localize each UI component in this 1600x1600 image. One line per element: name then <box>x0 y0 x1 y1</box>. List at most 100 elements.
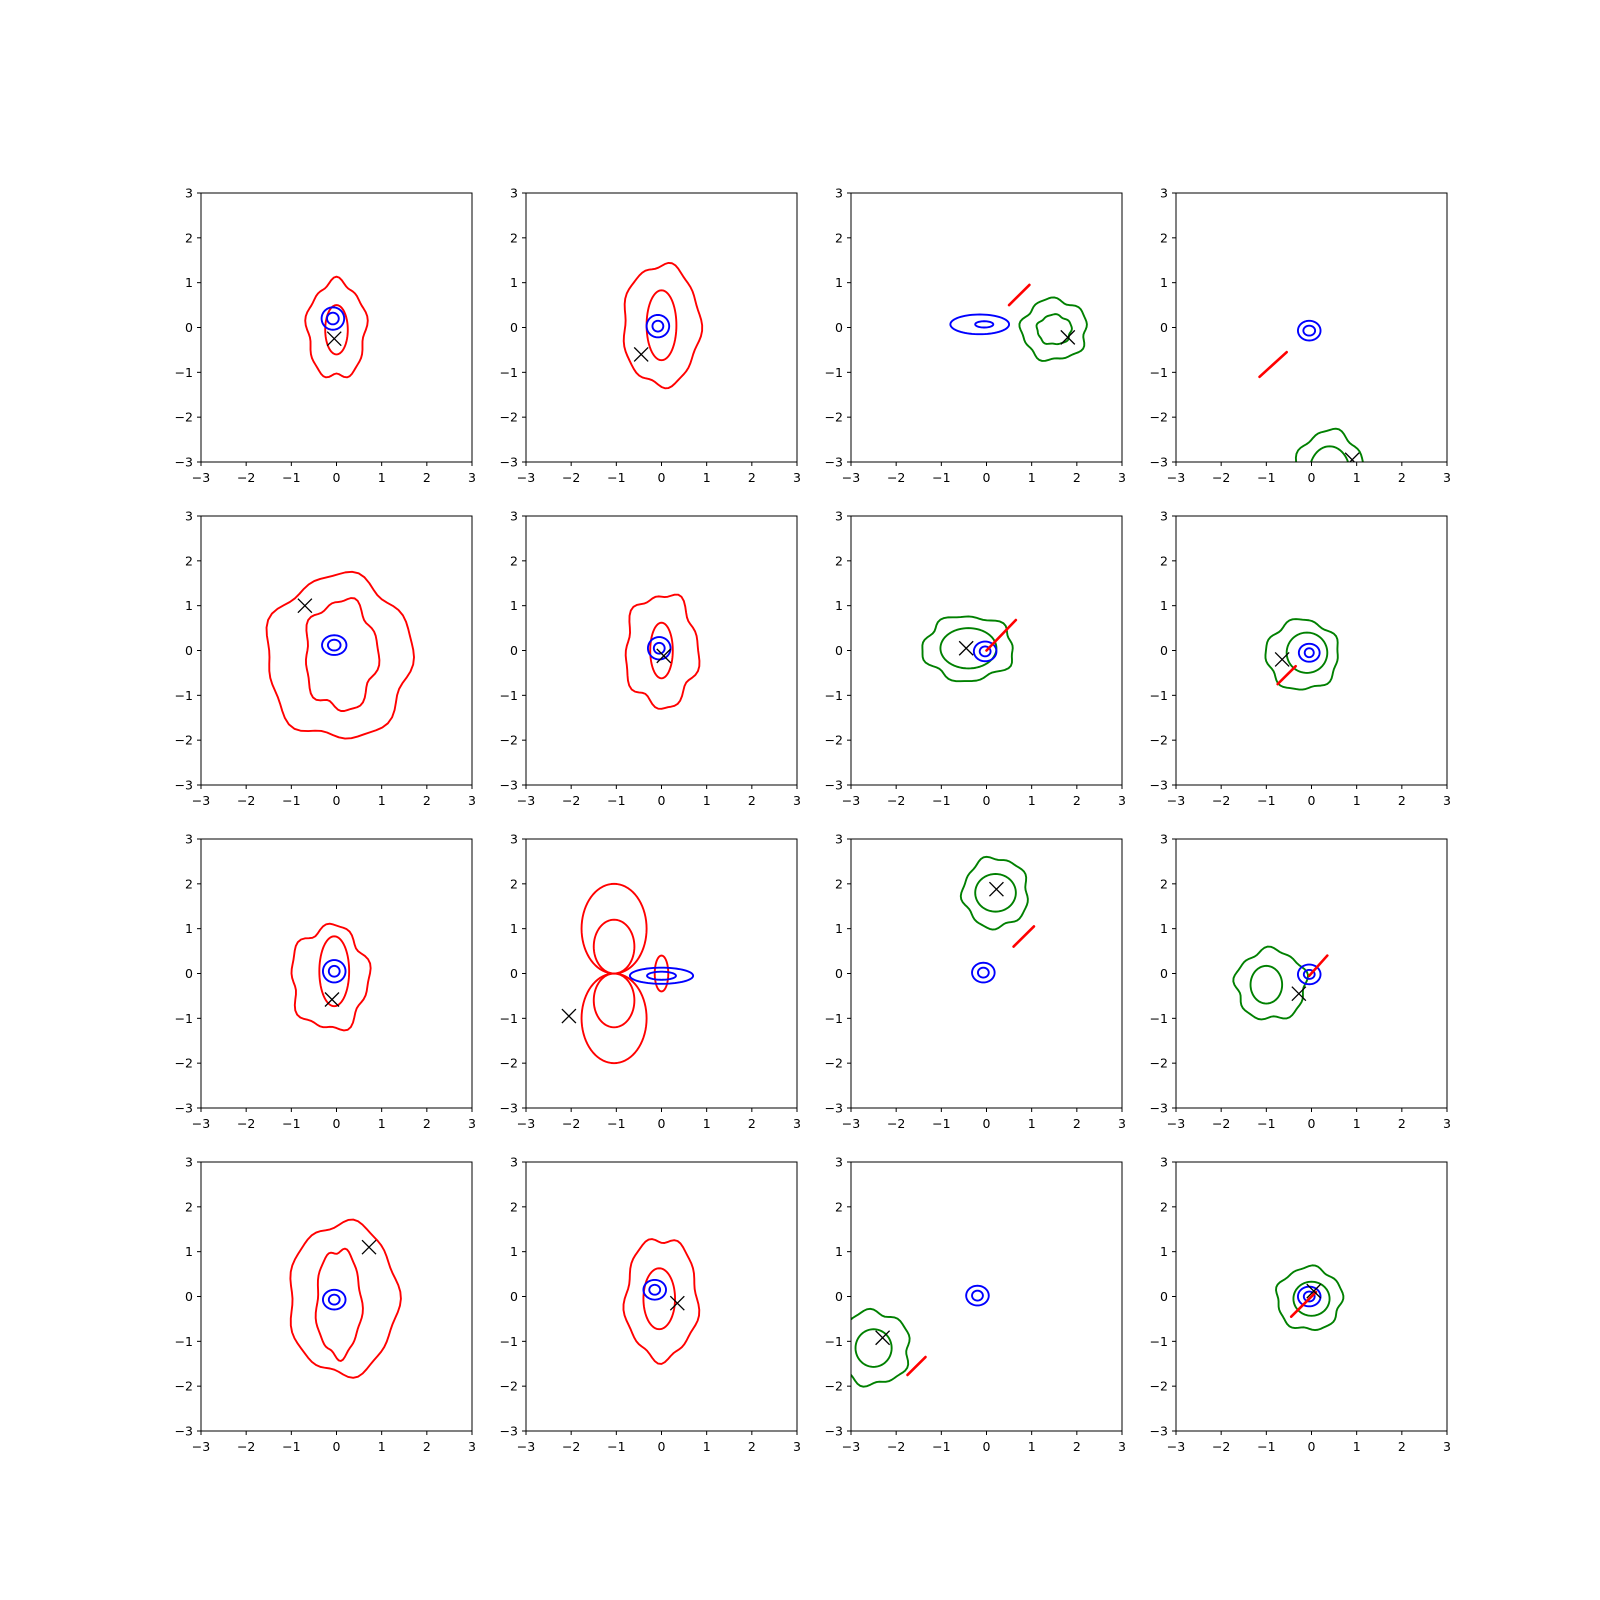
blue-contour-line <box>647 636 672 661</box>
y-tick-label: −3 <box>175 455 193 470</box>
blue-contour-line <box>648 1283 662 1296</box>
y-tick-label: 1 <box>835 275 843 290</box>
x-marker <box>361 1239 377 1255</box>
green-contour-line <box>1035 313 1073 346</box>
red-contour-line <box>314 1247 364 1362</box>
y-tick-label: −3 <box>825 1424 843 1439</box>
blue-contour-line <box>322 959 347 984</box>
y-tick-label: 3 <box>510 1155 518 1170</box>
y-tick-label: 2 <box>1160 553 1168 568</box>
y-tick-label: 0 <box>510 1289 518 1304</box>
subplot-11: −3−3 −2 −2 −1 −1 0 0 1 1 2 2 3 3 <box>825 832 1126 1132</box>
axes-frame <box>525 838 798 1109</box>
red-contour-line <box>622 261 704 390</box>
red-contour-segment <box>906 1355 927 1377</box>
x-tick-label: 2 <box>1398 470 1406 485</box>
y-tick-label: −2 <box>175 1056 193 1071</box>
y-tick-label: 3 <box>835 832 843 847</box>
y-tick-label: 3 <box>1160 832 1168 847</box>
x-tick-label: 2 <box>1398 1439 1406 1454</box>
subplot-13: −3−3 −2 −2 −1 −1 0 0 1 1 2 2 3 3 <box>175 1155 476 1455</box>
y-tick-label: 0 <box>835 643 843 658</box>
y-tick-label: −2 <box>500 410 518 425</box>
subplot-16: −3−3 −2 −2 −1 −1 0 0 1 1 2 2 3 3 <box>1150 1155 1451 1455</box>
y-tick-label: −1 <box>1150 365 1168 380</box>
y-tick-label: 2 <box>1160 1199 1168 1214</box>
y-tick-label: 0 <box>185 320 193 335</box>
x-tick-label: −3 <box>517 1116 535 1131</box>
y-tick-label: 2 <box>510 1199 518 1214</box>
blue-contour-line <box>326 638 342 652</box>
x-tick-label: −1 <box>282 1116 300 1131</box>
y-tick-label: 1 <box>185 275 193 290</box>
y-tick-label: −3 <box>175 1101 193 1116</box>
x-tick-label: −3 <box>1167 1439 1185 1454</box>
x-tick-label: 0 <box>983 470 991 485</box>
y-tick-label: −2 <box>1150 410 1168 425</box>
subplot-15: −3−3 −2 −2 −1 −1 0 0 1 1 2 2 3 3 <box>825 1155 1126 1455</box>
x-tick-label: −3 <box>517 793 535 808</box>
x-tick-label: 3 <box>1443 470 1451 485</box>
x-tick-label: 0 <box>1308 1116 1316 1131</box>
x-tick-label: −2 <box>562 470 580 485</box>
y-tick-label: −3 <box>1150 778 1168 793</box>
red-contour-line <box>653 954 670 993</box>
y-tick-label: 1 <box>835 598 843 613</box>
plot-area <box>949 283 1088 362</box>
y-tick-label: 3 <box>185 832 193 847</box>
y-tick-label: 1 <box>185 1244 193 1259</box>
y-tick-label: 1 <box>1160 275 1168 290</box>
plot-area <box>289 1218 402 1379</box>
y-tick-label: −3 <box>1150 1424 1168 1439</box>
x-tick-label: 2 <box>423 793 431 808</box>
subplot-5: −3−3 −2 −2 −1 −1 0 0 1 1 2 2 3 3 <box>175 509 476 809</box>
subplot-8: −3−3 −2 −2 −1 −1 0 0 1 1 2 2 3 3 <box>1150 509 1451 809</box>
red-contour-segment <box>1012 925 1036 948</box>
red-contour-line <box>324 304 349 356</box>
y-tick-label: 0 <box>835 1289 843 1304</box>
x-tick-label: 0 <box>658 793 666 808</box>
x-marker <box>958 640 974 656</box>
x-marker <box>633 346 649 362</box>
blue-contour-line <box>1302 968 1316 980</box>
y-tick-label: −1 <box>175 1011 193 1026</box>
y-tick-label: −3 <box>500 1101 518 1116</box>
red-contour-line <box>592 918 636 975</box>
x-tick-label: 3 <box>793 470 801 485</box>
y-tick-label: −3 <box>825 455 843 470</box>
y-tick-label: 2 <box>1160 230 1168 245</box>
x-tick-label: 0 <box>333 1116 341 1131</box>
y-tick-label: −1 <box>175 365 193 380</box>
y-tick-label: 0 <box>1160 1289 1168 1304</box>
x-tick-label: 3 <box>793 1116 801 1131</box>
y-tick-label: 0 <box>185 643 193 658</box>
x-tick-label: 1 <box>378 793 386 808</box>
x-tick-label: 1 <box>703 470 711 485</box>
x-tick-label: 1 <box>1028 1116 1036 1131</box>
y-tick-label: −1 <box>1150 1011 1168 1026</box>
y-tick-label: 3 <box>185 509 193 524</box>
x-marker <box>988 881 1004 897</box>
axes-frame <box>850 1161 1123 1432</box>
y-tick-label: 0 <box>185 966 193 981</box>
blue-contour-line <box>971 961 996 984</box>
y-tick-label: 2 <box>185 876 193 891</box>
red-contour-line <box>289 1218 402 1379</box>
x-tick-label: 0 <box>658 1116 666 1131</box>
x-tick-label: −2 <box>887 1116 905 1131</box>
y-tick-label: −3 <box>175 1424 193 1439</box>
x-tick-label: −3 <box>1167 1116 1185 1131</box>
y-tick-label: 3 <box>510 186 518 201</box>
x-marker <box>656 648 672 664</box>
x-tick-label: 1 <box>1028 793 1036 808</box>
y-tick-label: 2 <box>1160 876 1168 891</box>
blue-contour-line <box>971 1289 984 1302</box>
y-tick-label: 0 <box>835 966 843 981</box>
blue-contour-line <box>974 320 995 329</box>
y-tick-label: −2 <box>1150 733 1168 748</box>
plot-area <box>622 1238 701 1365</box>
green-contour-line <box>1264 618 1339 691</box>
red-contour-segment <box>1276 664 1297 686</box>
x-tick-label: 3 <box>1443 793 1451 808</box>
red-contour-segment <box>1289 1290 1318 1318</box>
